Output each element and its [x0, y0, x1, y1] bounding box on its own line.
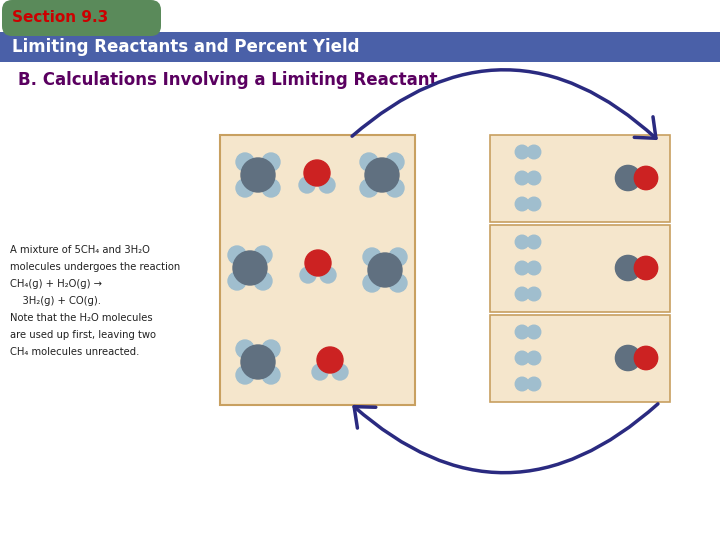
Circle shape: [516, 235, 529, 249]
Circle shape: [516, 145, 529, 159]
Circle shape: [236, 153, 254, 171]
Text: Note that the H₂O molecules: Note that the H₂O molecules: [10, 313, 153, 323]
Circle shape: [634, 166, 657, 190]
Text: B. Calculations Involving a Limiting Reactant: B. Calculations Involving a Limiting Rea…: [18, 71, 438, 89]
Circle shape: [516, 287, 529, 301]
Circle shape: [634, 256, 657, 280]
Circle shape: [386, 153, 404, 171]
Circle shape: [527, 235, 541, 249]
Circle shape: [516, 171, 529, 185]
Circle shape: [241, 345, 275, 379]
Circle shape: [332, 364, 348, 380]
Circle shape: [527, 287, 541, 301]
Circle shape: [527, 145, 541, 159]
Circle shape: [228, 272, 246, 290]
Circle shape: [516, 351, 529, 365]
FancyArrowPatch shape: [352, 70, 656, 138]
Text: Limiting Reactants and Percent Yield: Limiting Reactants and Percent Yield: [12, 38, 359, 56]
Circle shape: [363, 248, 381, 266]
Circle shape: [527, 171, 541, 185]
Text: 3H₂(ɡ) + CO(ɡ).: 3H₂(ɡ) + CO(ɡ).: [10, 296, 101, 306]
Circle shape: [386, 179, 404, 197]
Bar: [0, 32, 720, 62]
Circle shape: [299, 177, 315, 193]
Text: CH₄(ɡ) + H₂O(ɡ) →: CH₄(ɡ) + H₂O(ɡ) →: [10, 279, 102, 289]
Circle shape: [616, 255, 641, 281]
Circle shape: [527, 261, 541, 275]
Circle shape: [616, 346, 641, 370]
Circle shape: [319, 177, 335, 193]
Circle shape: [236, 340, 254, 358]
Circle shape: [233, 251, 267, 285]
Circle shape: [262, 153, 280, 171]
Circle shape: [527, 351, 541, 365]
Circle shape: [527, 197, 541, 211]
Circle shape: [616, 165, 641, 191]
Circle shape: [236, 366, 254, 384]
Circle shape: [262, 340, 280, 358]
Circle shape: [365, 158, 399, 192]
Text: Section 9.3: Section 9.3: [12, 10, 108, 25]
Circle shape: [254, 272, 272, 290]
Text: CH₄ molecules unreacted.: CH₄ molecules unreacted.: [10, 347, 140, 357]
Circle shape: [320, 267, 336, 283]
FancyBboxPatch shape: [490, 315, 670, 402]
FancyBboxPatch shape: [2, 0, 161, 36]
Circle shape: [516, 377, 529, 391]
Circle shape: [304, 160, 330, 186]
Circle shape: [262, 179, 280, 197]
Circle shape: [228, 246, 246, 264]
Circle shape: [241, 158, 275, 192]
Circle shape: [360, 179, 378, 197]
Circle shape: [300, 267, 316, 283]
Circle shape: [236, 179, 254, 197]
FancyBboxPatch shape: [490, 225, 670, 312]
FancyArrowPatch shape: [354, 404, 658, 472]
Circle shape: [516, 197, 529, 211]
Text: are used up first, leaving two: are used up first, leaving two: [10, 330, 156, 340]
FancyBboxPatch shape: [490, 135, 670, 222]
Circle shape: [516, 261, 529, 275]
Circle shape: [634, 346, 657, 370]
Circle shape: [312, 364, 328, 380]
Circle shape: [262, 366, 280, 384]
Circle shape: [527, 325, 541, 339]
Circle shape: [363, 274, 381, 292]
Circle shape: [389, 248, 407, 266]
Circle shape: [389, 274, 407, 292]
Circle shape: [368, 253, 402, 287]
Circle shape: [305, 250, 331, 276]
Circle shape: [360, 153, 378, 171]
Text: molecules undergoes the reaction: molecules undergoes the reaction: [10, 262, 180, 272]
Text: A mixture of 5CH₄ and 3H₂O: A mixture of 5CH₄ and 3H₂O: [10, 245, 150, 255]
Circle shape: [527, 377, 541, 391]
Circle shape: [254, 246, 272, 264]
Circle shape: [317, 347, 343, 373]
Circle shape: [516, 325, 529, 339]
FancyBboxPatch shape: [220, 135, 415, 405]
